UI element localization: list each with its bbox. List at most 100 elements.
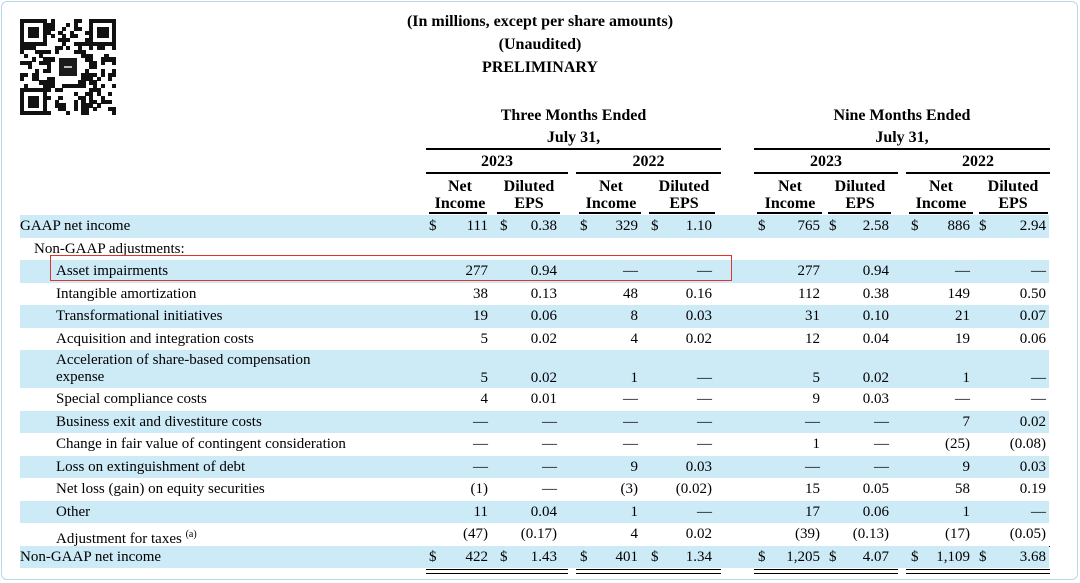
cell-value: (0.17) <box>520 526 557 542</box>
cell-value: 0.03 <box>862 391 889 407</box>
cell-value: — <box>623 263 638 279</box>
three-months-date: July 31, <box>546 129 601 146</box>
nine-months-rule <box>754 148 1050 150</box>
cell-value: — <box>1031 370 1046 386</box>
cell-value: 0.13 <box>530 285 557 302</box>
cell-value: 0.02 <box>530 370 557 386</box>
table-row: Asset impairments 277 0.94 — — 277 0.94 — — <box>20 260 1049 283</box>
total-double-rule <box>906 569 1050 574</box>
cell-value: — <box>542 481 557 497</box>
cell-value: 4 <box>630 526 639 542</box>
cell-value: 111 <box>466 218 488 234</box>
cell-value: — <box>542 458 557 475</box>
cell-value: (0.02) <box>675 481 712 497</box>
cell-value: — <box>623 391 638 407</box>
year-2022-n: 2022 <box>962 153 994 170</box>
net-income-header: Income <box>764 195 816 212</box>
year-rule-4 <box>906 172 1050 174</box>
cell-value: 1 <box>962 370 971 386</box>
cell-value: 7 <box>962 413 971 430</box>
table-row: Business exit and divestiture costs — — — — —… <box>20 410 1049 433</box>
cell-value: 9 <box>962 458 971 475</box>
nine-months-heading: Nine Months Ended <box>833 107 971 124</box>
cell-value: 2.94 <box>1019 218 1046 234</box>
subheader-rule <box>909 212 973 214</box>
cell-value: — <box>473 413 488 430</box>
row-label: Net loss (gain) on equity securities <box>56 481 265 497</box>
dollar-sign: $ <box>829 548 837 565</box>
year-rule-1 <box>426 172 568 174</box>
net-income-header: Income <box>434 195 486 212</box>
cell-value: — <box>1031 263 1046 279</box>
table-row: Transformational initiatives 19 0.06 8 0.03 3… <box>20 305 1049 328</box>
cell-value: 0.07 <box>1019 308 1046 324</box>
row-label: Acceleration of share-based compensation… <box>56 352 311 385</box>
cell-value: 0.16 <box>685 285 712 302</box>
cell-value: 58 <box>955 481 970 497</box>
nine-months-date: July 31, <box>875 129 929 146</box>
subheader-rule <box>429 212 487 214</box>
dollar-sign: $ <box>651 218 659 234</box>
table-row: Special compliance costs 4 0.01 — — 9 0.03 — — <box>20 388 1049 411</box>
cell-value: 4 <box>630 330 639 347</box>
cell-value: 9 <box>630 458 639 475</box>
total-double-rule <box>426 569 568 574</box>
dollar-sign: $ <box>580 218 588 234</box>
cell-value: 0.06 <box>530 308 557 324</box>
dollar-sign: $ <box>979 218 987 234</box>
year-2022-q: 2022 <box>632 153 665 170</box>
row-label: Other <box>56 503 91 520</box>
subheader-rule <box>579 212 641 214</box>
cell-value: 8 <box>630 308 639 324</box>
qr-logo-icon <box>57 56 79 78</box>
cell-value: 1.10 <box>685 218 712 234</box>
three-months-heading: Three Months Ended <box>500 107 647 124</box>
cell-value: 31 <box>805 308 820 324</box>
table-row: Acquisition and integration costs 5 0.02 4 0… <box>20 328 1049 351</box>
dollar-sign: $ <box>500 548 508 565</box>
cell-value: 329 <box>615 218 639 234</box>
cell-value: 5 <box>480 330 489 347</box>
subheader-rule <box>649 212 715 214</box>
dollar-sign: $ <box>911 548 919 565</box>
cell-value: 401 <box>615 548 639 565</box>
qr-code <box>20 19 117 116</box>
cell-value: 277 <box>465 263 489 279</box>
table-row: Adjustment for taxes (a) (47) (0.17) 4 0.02 (… <box>20 523 1049 547</box>
cell-value: — <box>697 263 712 279</box>
cell-value: (17) <box>945 526 970 542</box>
diluted-eps-header: Diluted <box>503 178 555 195</box>
dollar-sign: $ <box>979 548 987 565</box>
cell-value: 422 <box>465 548 489 565</box>
cell-value: (1) <box>470 481 489 497</box>
net-income-header: Net <box>929 178 953 195</box>
cell-value: 0.02 <box>685 526 712 542</box>
cell-value: 0.19 <box>1019 481 1046 497</box>
dollar-sign: $ <box>500 218 508 234</box>
dollar-sign: $ <box>651 548 659 565</box>
cell-value: 0.05 <box>862 481 889 497</box>
net-income-header: Net <box>448 178 472 195</box>
dollar-sign: $ <box>911 218 919 234</box>
cell-value: 0.03 <box>685 308 712 324</box>
cell-value: — <box>805 413 820 430</box>
cell-value: 5 <box>480 370 489 386</box>
cell-value: 0.04 <box>530 503 557 520</box>
cell-value: 0.06 <box>862 503 889 520</box>
cell-value: 12 <box>805 330 820 347</box>
table-row: Other 11 0.04 1 — 17 0.06 1 — <box>20 500 1049 523</box>
row-label: Business exit and divestiture costs <box>56 413 262 430</box>
cell-value: — <box>623 436 638 452</box>
diluted-eps-header: EPS <box>514 195 544 212</box>
cell-value: — <box>955 391 970 407</box>
cell-value: 277 <box>797 263 821 279</box>
diluted-eps-header: EPS <box>998 195 1028 212</box>
cell-value: 9 <box>812 391 821 407</box>
cell-value: 0.02 <box>862 370 889 386</box>
subheader-rule <box>497 212 560 214</box>
cell-value: 0.01 <box>530 391 557 407</box>
cell-value: 0.38 <box>530 218 557 234</box>
total-double-rule <box>754 569 898 574</box>
cell-value: 19 <box>473 308 488 324</box>
header-unaudited: (Unaudited) <box>498 36 582 53</box>
